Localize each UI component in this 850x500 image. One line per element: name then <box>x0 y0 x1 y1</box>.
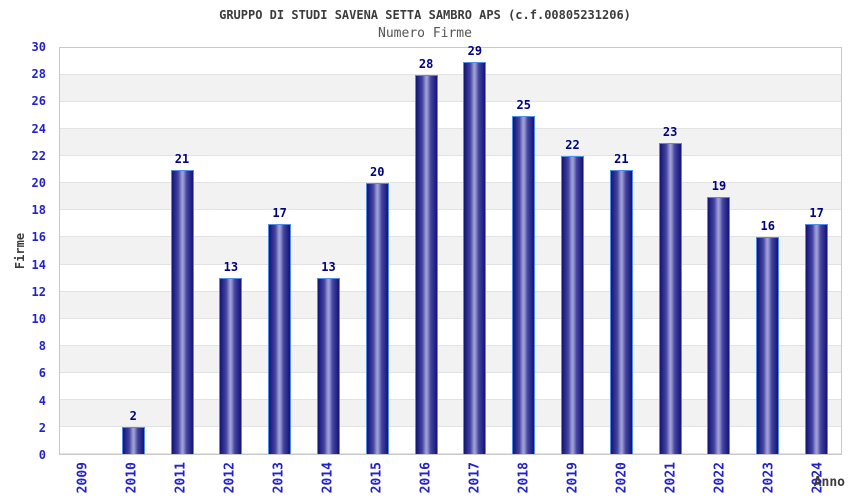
grid-band <box>60 373 841 400</box>
bar-value-label: 23 <box>662 124 678 139</box>
grid-band <box>60 427 841 454</box>
x-tick-label: 2011 <box>173 462 189 494</box>
bar-2020 <box>609 169 633 454</box>
bar-value-label: 13 <box>223 260 239 275</box>
x-tick-label: 2019 <box>565 462 581 494</box>
x-tick-label: 2010 <box>124 462 140 494</box>
grid-band <box>60 210 841 238</box>
bar-2017 <box>463 61 487 454</box>
y-tick-label: 6 <box>38 366 46 381</box>
y-tick-label: 4 <box>38 393 46 408</box>
bar-value-label: 22 <box>565 138 580 153</box>
x-axis-title: Anno <box>813 475 845 490</box>
bar-2022 <box>707 196 731 454</box>
plot-area: 2 21 13 17 13 20 28 29 25 22 21 23 19 16 17 <box>59 43 842 455</box>
y-tick-label: 20 <box>31 175 46 190</box>
grid-band <box>60 102 841 130</box>
x-tick-label: 2012 <box>222 462 238 494</box>
bar-2014 <box>316 278 340 454</box>
y-tick-label: 18 <box>31 203 46 218</box>
y-tick-label: 26 <box>31 94 46 109</box>
bar-2023 <box>756 237 780 454</box>
x-tick-label: 2013 <box>271 462 287 494</box>
grid-band <box>60 156 841 184</box>
y-tick-label: 14 <box>31 257 46 272</box>
grid-band <box>60 265 841 292</box>
grid-band <box>60 129 841 157</box>
bar-value-label: 25 <box>516 97 531 112</box>
bar-2013 <box>268 223 292 454</box>
bar-value-label: 29 <box>467 43 483 58</box>
x-axis-labels: 2009 2010 2011 2012 2013 2014 2015 2016 2017 2018… <box>59 460 842 500</box>
bar-2018 <box>512 115 536 454</box>
x-tick-label: 2015 <box>369 462 385 494</box>
bar-value-label: 16 <box>760 219 776 234</box>
bar-2021 <box>658 142 682 454</box>
x-tick-label: 2022 <box>712 462 728 494</box>
bar-value-label: 17 <box>809 205 824 220</box>
y-tick-label: 24 <box>31 121 46 136</box>
bar-2016 <box>414 75 438 454</box>
y-tick-label: 22 <box>31 148 46 163</box>
x-tick-label: 2021 <box>663 462 679 494</box>
x-tick-label: 2023 <box>761 462 777 494</box>
bar-value-label: 19 <box>711 178 727 193</box>
y-axis-labels: 30 28 26 24 22 20 18 16 14 12 10 8 6 4 2 0 <box>0 40 46 462</box>
grid-band <box>60 75 841 103</box>
grid-band <box>60 48 841 76</box>
y-tick-label: 0 <box>38 448 46 462</box>
bar-value-label: 28 <box>418 57 434 72</box>
y-tick-label: 12 <box>31 284 46 299</box>
x-tick-label: 2016 <box>418 462 434 494</box>
x-tick-label: 2020 <box>614 462 630 494</box>
bar-2024 <box>805 223 829 454</box>
bar-value-label: 2 <box>129 408 137 423</box>
grid-band <box>60 319 841 346</box>
bar-2015 <box>365 183 389 454</box>
x-tick-label: 2009 <box>75 462 91 494</box>
bar-value-label: 13 <box>321 260 336 275</box>
y-tick-label: 30 <box>31 40 46 54</box>
bar-value-label: 21 <box>614 151 629 166</box>
y-tick-label: 8 <box>38 339 46 354</box>
bar-2010 <box>121 426 145 454</box>
x-tick-label: 2018 <box>516 462 532 494</box>
bar-value-label: 17 <box>272 205 287 220</box>
bar-2011 <box>170 169 194 454</box>
y-tick-label: 10 <box>31 311 46 326</box>
y-tick-label: 2 <box>38 420 46 435</box>
bar-value-label: 20 <box>370 165 385 180</box>
bar-value-label: 21 <box>174 151 190 166</box>
y-tick-label: 28 <box>31 67 46 82</box>
chart-subtitle: Numero Firme <box>378 26 472 41</box>
bar-2012 <box>219 278 243 454</box>
x-tick-label: 2014 <box>320 462 336 494</box>
y-tick-label: 16 <box>31 230 46 245</box>
chart-title: GRUPPO DI STUDI SAVENA SETTA SAMBRO APS … <box>219 8 631 22</box>
bar-2019 <box>561 156 585 454</box>
x-tick-label: 2017 <box>467 462 483 494</box>
